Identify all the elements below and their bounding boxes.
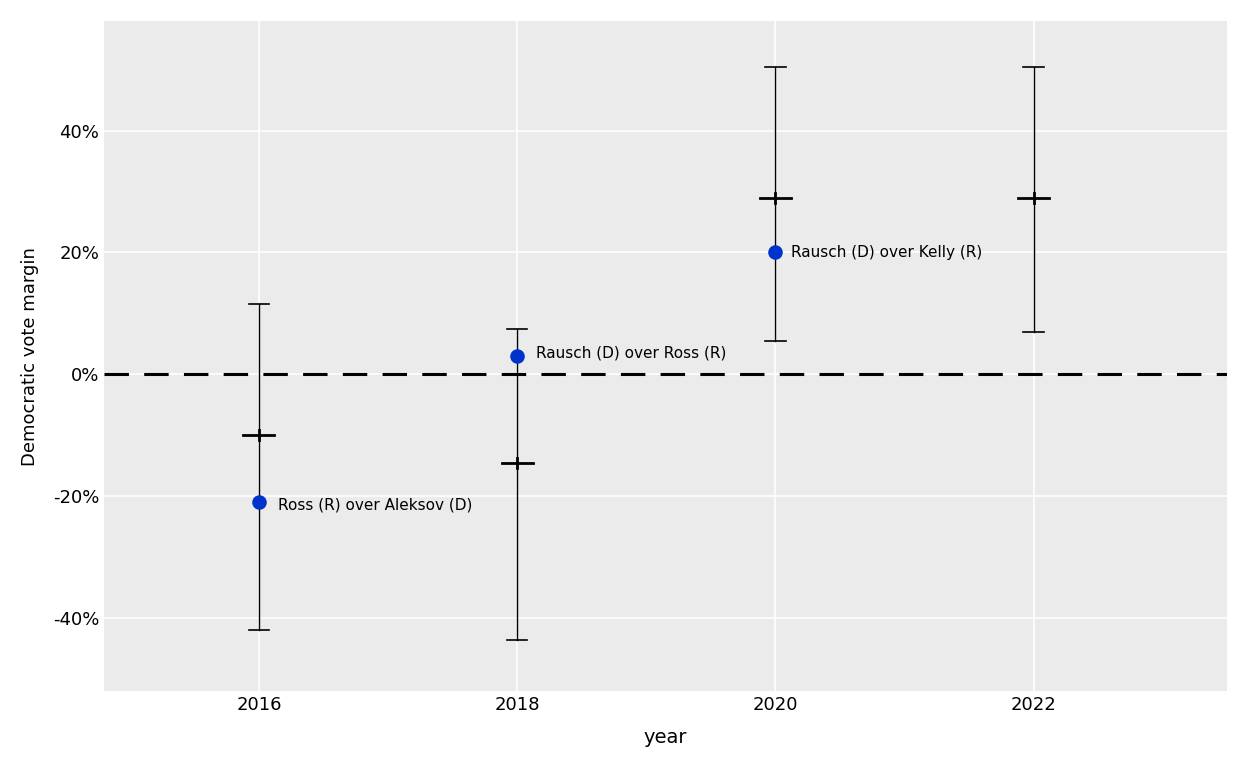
Y-axis label: Democratic vote margin: Democratic vote margin — [21, 247, 39, 465]
X-axis label: year: year — [644, 728, 688, 747]
Point — [248, 496, 268, 508]
Text: Rausch (D) over Ross (R): Rausch (D) over Ross (R) — [537, 346, 726, 361]
Text: Rausch (D) over Kelly (R): Rausch (D) over Kelly (R) — [791, 245, 982, 260]
Point — [507, 350, 527, 362]
Point — [765, 247, 785, 259]
Text: Ross (R) over Aleksov (D): Ross (R) over Aleksov (D) — [278, 498, 473, 513]
